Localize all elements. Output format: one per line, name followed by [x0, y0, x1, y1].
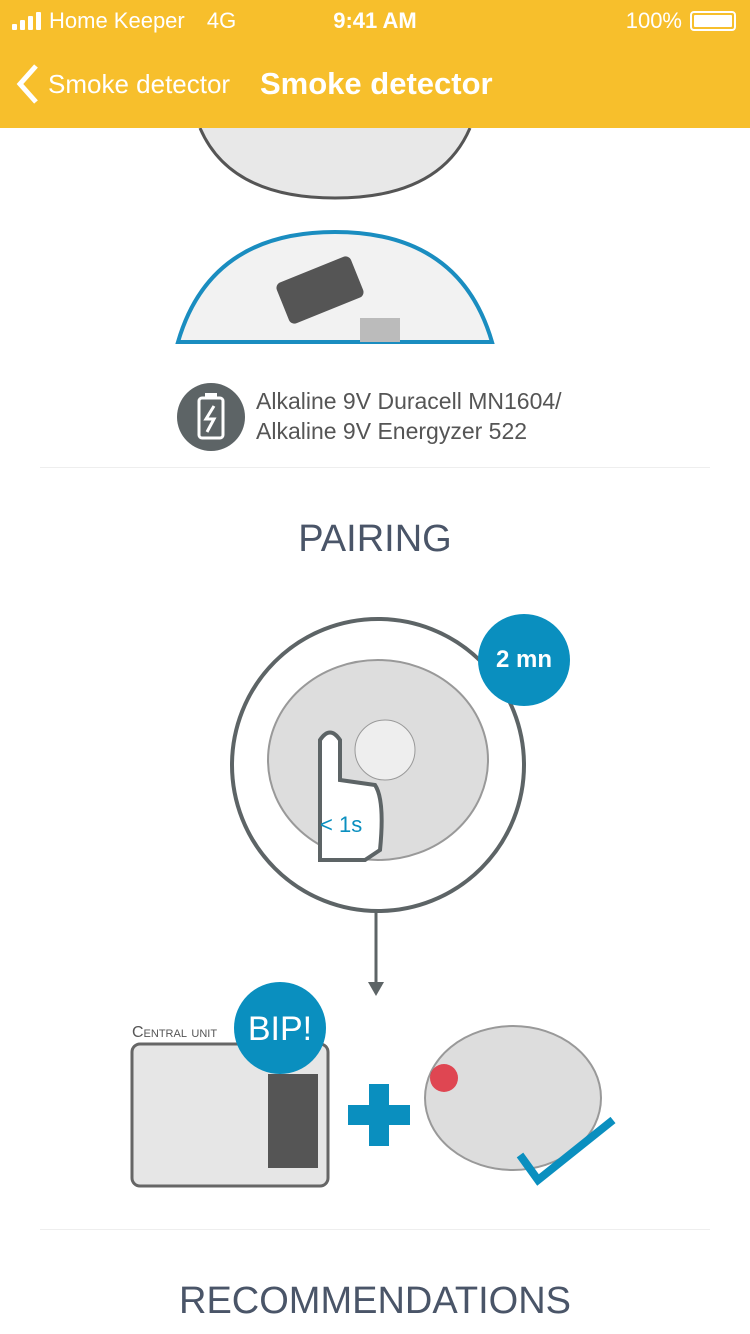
pairing-illustration: [230, 614, 570, 996]
battery-type-2: Alkaline 9V Energyzer 522: [256, 418, 528, 444]
status-bar: Home Keeper 4G 9:41 AM 100%: [0, 8, 750, 38]
signal-icon: [12, 12, 41, 30]
recommendations-heading: RECOMMENDATIONS: [179, 1280, 571, 1322]
battery-install-illustration: [175, 128, 495, 344]
pairing-heading: PAIRING: [298, 518, 452, 560]
bip-badge: BIP!: [247, 1010, 313, 1048]
divider: [40, 467, 710, 468]
page-title: Smoke detector: [260, 66, 493, 101]
timer-badge: 2 mn: [495, 646, 552, 673]
time: 9:41 AM: [333, 8, 417, 33]
network: 4G: [206, 8, 237, 33]
app-header: Home Keeper 4G 9:41 AM 100% Smoke detect…: [0, 0, 750, 128]
battery-icon: [177, 383, 245, 451]
battery-percent: 100%: [625, 8, 682, 33]
back-button[interactable]: Smoke detector: [16, 64, 230, 104]
central-unit-label: Central unit: [132, 1024, 218, 1041]
press-duration: < 1s: [320, 812, 363, 837]
central-unit-illustration: [130, 982, 616, 1188]
battery-icon: [690, 11, 736, 31]
battery-type-1: Alkaline 9V Duracell MN1604/: [256, 388, 562, 414]
chevron-left-icon: [16, 64, 38, 104]
carrier: Home Keeper: [49, 8, 185, 33]
back-label: Smoke detector: [48, 68, 231, 99]
divider: [40, 1229, 710, 1230]
